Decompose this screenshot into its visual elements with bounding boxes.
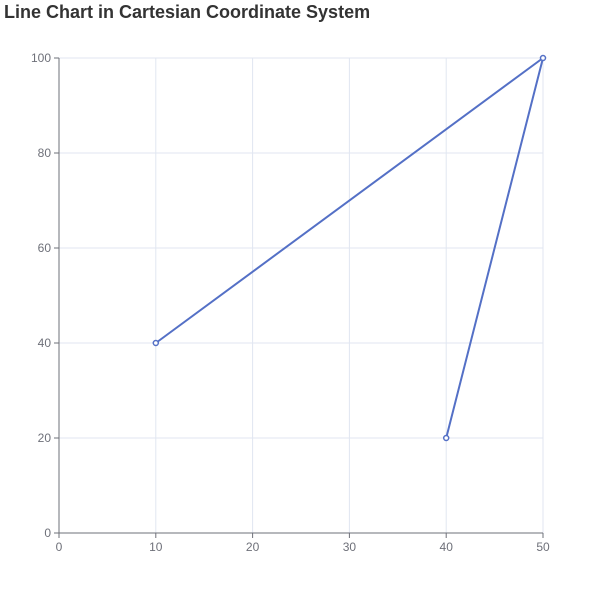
y-tick-label: 20	[38, 431, 52, 445]
axes: 0 10 20 30 40 50 0 20 40 60 80 100	[31, 51, 550, 554]
data-point[interactable]	[539, 54, 547, 62]
y-tick-label: 0	[44, 526, 51, 540]
x-tick-label: 40	[440, 540, 454, 554]
x-tick-label: 50	[536, 540, 550, 554]
data-point[interactable]	[152, 339, 160, 347]
y-tick-label: 100	[31, 51, 51, 65]
chart-title: Line Chart in Cartesian Coordinate Syste…	[4, 2, 371, 22]
x-tick-label: 30	[343, 540, 357, 554]
y-tick-label: 80	[38, 146, 52, 160]
grid-lines	[59, 57, 544, 533]
data-point[interactable]	[442, 434, 450, 442]
y-tick-label: 40	[38, 336, 52, 350]
x-tick-label: 20	[246, 540, 260, 554]
series-lines	[152, 54, 547, 442]
x-tick-label: 10	[149, 540, 163, 554]
y-tick-label: 60	[38, 241, 52, 255]
x-tick-label: 0	[56, 540, 63, 554]
